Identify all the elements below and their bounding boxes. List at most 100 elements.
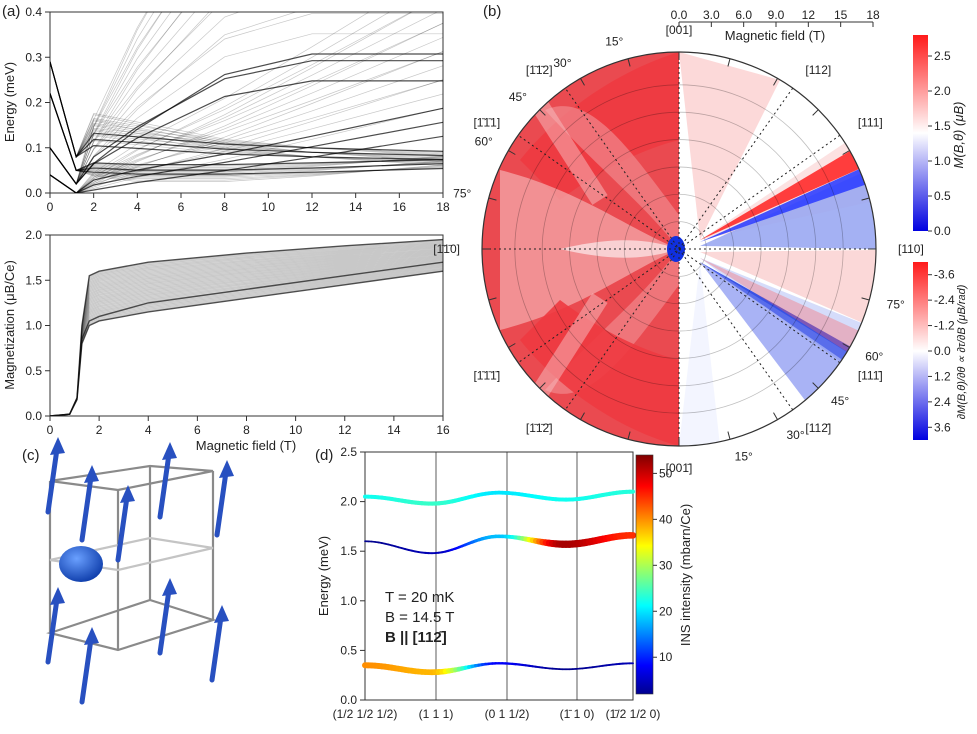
colorbar-tick-label: 0.0 — [934, 344, 951, 358]
energy-level — [50, 61, 443, 164]
energy-level — [50, 61, 443, 159]
spin-arrow — [45, 446, 60, 515]
energy-level — [50, 93, 443, 181]
angle-tick — [488, 197, 497, 201]
energy-level — [50, 51, 443, 193]
field-tick-label: 12 — [802, 8, 816, 22]
panel-label-a: (a) — [2, 3, 20, 20]
energy-level — [50, 51, 443, 193]
spin-arrowhead — [162, 442, 177, 460]
energy-level — [50, 37, 443, 193]
x-tick-label: 4 — [145, 423, 152, 437]
colorbar-intensity-label: INS intensity (mbarn/Ce) — [678, 504, 693, 646]
spin-arrow — [79, 474, 94, 543]
angle-label: 15° — [735, 450, 753, 464]
energy-level — [50, 93, 443, 171]
y-tick-label: 0.5 — [25, 364, 42, 378]
energy-level — [50, 93, 443, 172]
colorbar-derivative-label: ∂M(B,θ)/∂θ ∝ ∂τ/∂B (μB/rad) — [956, 284, 968, 419]
energy-level — [50, 12, 412, 193]
spin-arrowhead — [214, 605, 229, 623]
colorbar-tick-label: 0.0 — [934, 224, 951, 238]
colorbar-tick-label: 40 — [659, 512, 673, 526]
energy-level — [50, 12, 439, 193]
angle-label: 30° — [553, 56, 571, 70]
x-tick-label: 18 — [436, 200, 450, 214]
y-tick-label: 2.5 — [340, 445, 357, 459]
colorbar-derivative — [913, 262, 928, 440]
colorbar-tick-label: -3.6 — [934, 268, 955, 282]
annotation-direction: B || [112̄] — [385, 629, 447, 646]
colorbar-derivative-ticks: -3.6 -2.4 -1.2 0.0 1.2 2.4 3.6 — [928, 268, 955, 434]
energy-level — [50, 79, 443, 193]
colorbar-tick-label: 1.2 — [934, 369, 951, 383]
spin-arrowhead — [162, 578, 177, 596]
angle-tick — [627, 431, 631, 440]
spin-arrows — [45, 437, 234, 705]
x-tick-label: 2 — [96, 423, 103, 437]
annotation-field: B = 14.5 T — [385, 609, 454, 626]
energy-level — [50, 61, 443, 158]
y-tick-label: 0.3 — [25, 50, 42, 64]
energy-level — [50, 13, 443, 185]
y-tick-label: 2.0 — [25, 228, 42, 242]
axes-frame — [49, 11, 444, 194]
colorbar-tick-label: 50 — [659, 466, 673, 480]
colorbar-tick-label: 2.4 — [934, 395, 951, 409]
field-axis: 0.0 3.0 6.0 9.0 12 15 18 — [671, 8, 880, 27]
energy-level — [50, 93, 443, 175]
x-tick-label: 4 — [134, 200, 141, 214]
energy-level — [50, 65, 443, 193]
colorbar-tick-label: -2.4 — [934, 293, 955, 307]
energy-level — [50, 12, 297, 185]
direction-label: [1̄1̄2̄] — [526, 421, 553, 435]
energy-level — [50, 93, 443, 179]
colorbar-magnetization-ticks: 0.0 0.5 1.0 1.5 2.0 2.5 — [928, 49, 951, 238]
ce-charge-density-blob — [59, 546, 103, 582]
direction-label: [001̄] — [666, 461, 693, 475]
direction-label: [112̄] — [805, 421, 831, 435]
angle-tick — [508, 150, 516, 155]
energy-level — [50, 12, 155, 185]
colorbar-tick-label: 1.0 — [934, 154, 951, 168]
colorbar-tick-label: 20 — [659, 604, 673, 618]
angle-tick — [861, 297, 870, 301]
angle-tick — [812, 382, 819, 389]
energy-level — [50, 22, 443, 193]
angle-tick — [539, 109, 546, 116]
energy-level — [50, 121, 443, 193]
angle-tick — [727, 431, 731, 440]
angle-label: 60° — [865, 350, 883, 364]
polar-labels: [001] [112] [111] [110] [111̄] [112̄] [001̄] [1… — [433, 23, 924, 475]
x-tick-label: 12 — [338, 423, 352, 437]
spin-arrow — [157, 451, 172, 520]
y-tick-label: 0.5 — [340, 643, 357, 657]
spin-arrow — [45, 596, 60, 665]
direction-label: [1̄1̄2] — [526, 63, 553, 77]
x-tick-label: 0 — [47, 200, 54, 214]
direction-label: [112] — [805, 63, 831, 77]
y-tick-label: 1.0 — [25, 319, 42, 333]
dispersion-axes: 0.0 0.5 1.0 1.5 2.0 2.5 (1/2 1/2 1/2) (1 1 1) (0… — [333, 445, 661, 721]
y-tick-label: 0.0 — [25, 186, 42, 200]
energy-level — [50, 61, 443, 165]
spin-arrowhead — [219, 460, 234, 478]
x-tick-label: 8 — [221, 200, 228, 214]
direction-label: [1̄1̄1̄] — [473, 368, 500, 382]
spin-arrowhead — [120, 485, 135, 503]
field-tick-label: 6.0 — [735, 8, 752, 22]
energy-level — [50, 93, 443, 171]
direction-label: [111] — [858, 116, 883, 130]
angle-tick — [508, 343, 516, 348]
energy-level — [50, 33, 443, 185]
colorbar-tick-label: 10 — [659, 650, 673, 664]
magnetization-axes: 0 2 4 6 8 10 12 14 16 0.0 0.5 1.0 1.5 2.0 — [25, 228, 450, 437]
q-tick-label: (1̄ 1 0) — [560, 707, 595, 721]
energy-level — [50, 12, 413, 193]
y-tick-label: 2.0 — [340, 495, 357, 509]
y-tick-label: 0.4 — [25, 5, 42, 19]
energy-level — [50, 79, 443, 193]
energy-ylabel: Energy (meV) — [2, 62, 17, 142]
field-axis-label: Magnetic field (T) — [725, 28, 825, 43]
